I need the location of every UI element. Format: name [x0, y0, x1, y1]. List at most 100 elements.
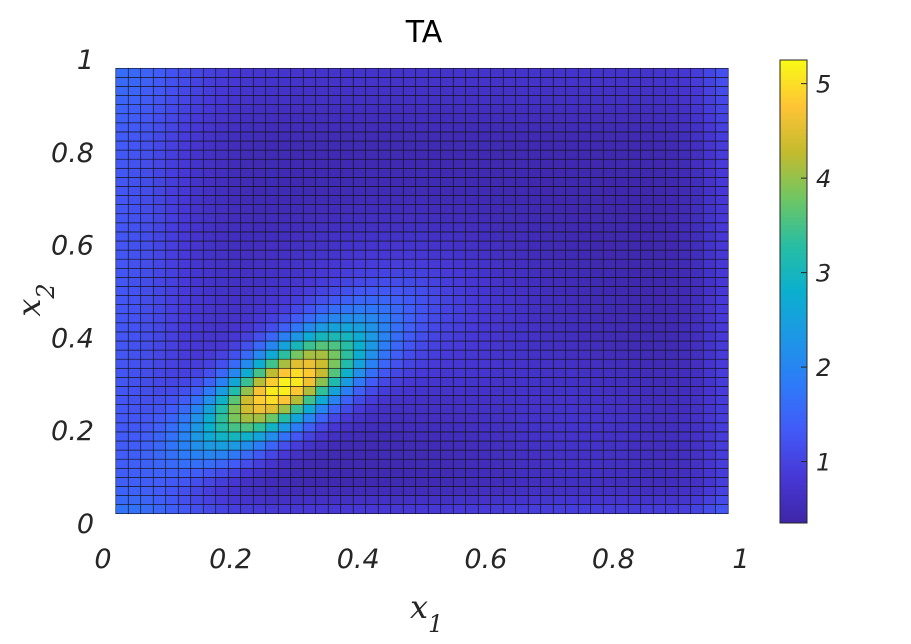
heatmap-cell	[290, 304, 304, 315]
heatmap-cell	[365, 222, 379, 233]
heatmap-cell	[315, 131, 329, 142]
heatmap-cell	[227, 349, 242, 360]
heatmap-cell	[640, 77, 654, 87]
heatmap-cell	[340, 231, 354, 242]
heatmap-cell	[390, 431, 404, 442]
heatmap-cell	[515, 349, 529, 360]
heatmap-cell	[340, 222, 354, 233]
heatmap-cell	[415, 204, 429, 215]
heatmap-cell	[627, 140, 642, 151]
heatmap-cell	[327, 67, 342, 78]
heatmap-cell	[552, 131, 567, 142]
heatmap-cell	[477, 167, 492, 178]
heatmap-cell	[602, 286, 617, 296]
heatmap-cell	[340, 377, 354, 387]
heatmap-cell	[377, 467, 392, 478]
heatmap-cell	[665, 258, 679, 269]
heatmap-cell	[715, 204, 729, 215]
heatmap-cell	[240, 440, 254, 451]
heatmap-cell	[577, 131, 592, 142]
heatmap-cell	[302, 295, 317, 305]
heatmap-cell	[252, 386, 267, 396]
heatmap-cell	[477, 86, 492, 96]
heatmap-cell	[277, 186, 292, 196]
heatmap-cell	[527, 231, 542, 242]
heatmap-cell	[390, 286, 404, 296]
heatmap-cell	[440, 340, 454, 351]
heatmap-cell	[215, 67, 229, 78]
heatmap-cell	[565, 358, 579, 369]
heatmap-cell	[277, 149, 292, 160]
heatmap-cell	[177, 95, 192, 105]
heatmap-cell	[202, 277, 217, 287]
heatmap-cell	[177, 231, 192, 242]
heatmap-cell	[615, 222, 629, 233]
heatmap-cell	[515, 267, 529, 278]
heatmap-cell	[190, 240, 204, 251]
heatmap-cell	[240, 222, 254, 233]
heatmap-cell	[527, 249, 542, 260]
heatmap-cell	[515, 222, 529, 233]
heatmap-cell	[427, 467, 442, 478]
heatmap-cell	[277, 340, 292, 351]
heatmap-cell	[640, 313, 654, 324]
heatmap-cell	[552, 177, 567, 187]
heatmap-cell	[415, 167, 429, 178]
heatmap-cell	[677, 195, 692, 205]
heatmap-cell	[290, 367, 304, 378]
heatmap-cell	[715, 295, 729, 305]
heatmap-cell	[115, 258, 129, 269]
heatmap-cell	[702, 86, 717, 96]
heatmap-cell	[115, 413, 129, 424]
heatmap-cell	[302, 304, 317, 315]
heatmap-cell	[315, 67, 329, 78]
heatmap-cell	[627, 277, 642, 287]
heatmap-cell	[652, 467, 667, 478]
heatmap-cell	[352, 222, 367, 233]
heatmap-cell	[515, 122, 529, 133]
heatmap-cell	[340, 95, 354, 105]
heatmap-cell	[165, 113, 179, 124]
heatmap-cell	[452, 440, 467, 451]
heatmap-cell	[215, 431, 229, 442]
heatmap-cell	[515, 358, 529, 369]
heatmap-cell	[627, 286, 642, 296]
heatmap-cell	[190, 313, 204, 324]
heatmap-cell	[552, 140, 567, 151]
heatmap-cell	[515, 95, 529, 105]
heatmap-cell	[390, 177, 404, 187]
heatmap-cell	[227, 467, 242, 478]
heatmap-cell	[140, 213, 154, 224]
heatmap-cell	[265, 67, 279, 78]
heatmap-cell	[615, 77, 629, 87]
heatmap-cell	[540, 422, 554, 433]
heatmap-cell	[365, 77, 379, 87]
heatmap-cell	[415, 258, 429, 269]
heatmap-cell	[665, 331, 679, 342]
heatmap-cell	[390, 158, 404, 169]
heatmap-cell	[702, 67, 717, 78]
heatmap-cell	[652, 422, 667, 433]
heatmap-cell	[115, 440, 129, 451]
heatmap-cell	[390, 167, 404, 178]
heatmap-cell	[427, 213, 442, 224]
heatmap-cell	[115, 340, 129, 351]
heatmap-cell	[152, 295, 167, 305]
heatmap-cell	[402, 349, 417, 360]
heatmap-cell	[465, 167, 479, 178]
heatmap-cell	[265, 458, 279, 469]
heatmap-cell	[452, 358, 467, 369]
heatmap-cell	[652, 95, 667, 105]
heatmap-cell	[327, 286, 342, 296]
heatmap-cell	[115, 131, 129, 142]
heatmap-cell	[265, 495, 279, 505]
heatmap-cell	[152, 158, 167, 169]
heatmap-cell	[627, 231, 642, 242]
heatmap-cell	[702, 195, 717, 205]
heatmap-cell	[177, 113, 192, 124]
heatmap-cell	[165, 249, 179, 260]
heatmap-cell	[502, 77, 517, 87]
heatmap-cell	[702, 495, 717, 505]
heatmap-cell	[302, 77, 317, 87]
heatmap-cell	[202, 313, 217, 324]
